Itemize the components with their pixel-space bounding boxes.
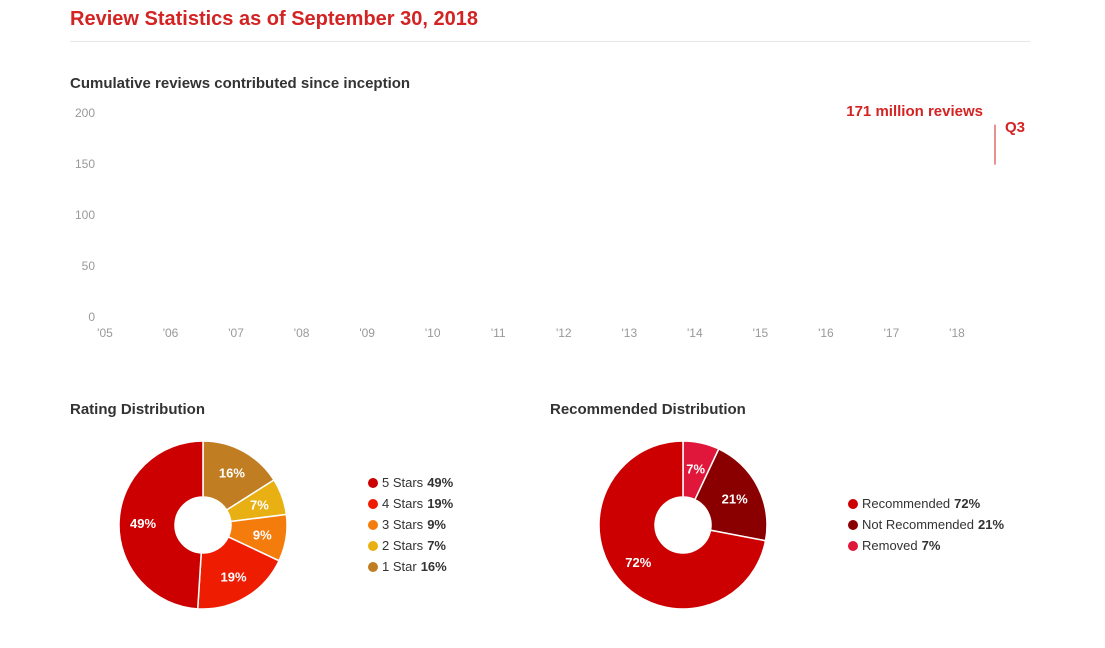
pie-slice-not-recommended xyxy=(693,447,768,542)
legend-value: 7% xyxy=(427,538,446,553)
legend-label: Removed xyxy=(862,538,918,553)
legend-item: 2 Stars 7% xyxy=(368,535,453,556)
slice-value-label: 7% xyxy=(686,461,705,476)
legend-value: 9% xyxy=(427,517,446,532)
legend-item: 3 Stars 9% xyxy=(368,514,453,535)
slice-value-label: 21% xyxy=(722,492,748,507)
legend-color-dot xyxy=(368,520,378,530)
legend-color-dot xyxy=(848,499,858,509)
legend-color-dot xyxy=(368,562,378,572)
recommended-distribution-title: Recommended Distribution xyxy=(550,401,746,418)
legend-color-dot xyxy=(368,499,378,509)
rating-distribution-title: Rating Distribution xyxy=(70,401,205,418)
legend-label: 5 Stars xyxy=(382,475,424,490)
legend-color-dot xyxy=(848,520,858,530)
slice-value-label: 49% xyxy=(130,516,156,531)
page-title: Review Statistics as of September 30, 20… xyxy=(70,8,478,30)
x-tick-label: '05 xyxy=(97,326,113,340)
legend-item: 1 Star 16% xyxy=(368,556,453,577)
x-tick-label: '13 xyxy=(621,326,637,340)
cumulative-reviews-chart: 0 50 100 150 200 '05 '06 '07 '08 '09 '10 '11 '12 '13 '… xyxy=(75,103,1025,340)
legend-label: 4 Stars xyxy=(382,496,424,511)
legend-value: 49% xyxy=(427,475,454,490)
slice-value-label: 19% xyxy=(221,570,247,585)
x-tick-label: '14 xyxy=(687,326,703,340)
x-tick-label: '17 xyxy=(884,326,900,340)
legend-item: 5 Stars 49% xyxy=(368,472,453,493)
x-tick-label: '08 xyxy=(294,326,310,340)
legend-value: 19% xyxy=(427,496,454,511)
x-tick-label: '15 xyxy=(753,326,769,340)
legend-value: 7% xyxy=(921,538,941,553)
y-tick-label: 50 xyxy=(82,259,96,273)
legend-label: 2 Stars xyxy=(382,538,424,553)
y-tick-label: 150 xyxy=(75,157,95,171)
line-chart-title: Cumulative reviews contributed since inc… xyxy=(70,75,411,92)
y-tick-label: 200 xyxy=(75,106,95,120)
pie-slice-1-star xyxy=(202,440,275,512)
x-tick-label: '10 xyxy=(425,326,441,340)
slice-value-label: 16% xyxy=(219,465,245,480)
rating-distribution-donut: 16% 7% 9% 19% 49% xyxy=(118,440,288,610)
legend-value: 72% xyxy=(954,496,981,511)
annotation-period: Q3 xyxy=(1005,119,1025,136)
x-tick-label: '12 xyxy=(556,326,572,340)
rating-legend: 5 Stars 49% 4 Stars 19% 3 Stars 9% 2 Stars 7% 1 … xyxy=(368,472,453,577)
legend-label: Not Recommended xyxy=(862,517,974,532)
legend-value: 21% xyxy=(978,517,1005,532)
slice-value-label: 72% xyxy=(625,555,651,570)
x-tick-label: '07 xyxy=(228,326,244,340)
x-tick-label: '06 xyxy=(163,326,179,340)
x-tick-label: '09 xyxy=(359,326,375,340)
legend-item: Not Recommended 21% xyxy=(848,514,1004,535)
x-tick-label: '11 xyxy=(491,326,506,340)
legend-label: 1 Star xyxy=(382,559,417,574)
pie-slice-recommended xyxy=(598,440,767,610)
legend-item: 4 Stars 19% xyxy=(368,493,453,514)
recommended-legend: Recommended 72% Not Recommended 21% Removed 7… xyxy=(848,493,1004,556)
slice-value-label: 7% xyxy=(250,498,269,513)
legend-item: Recommended 72% xyxy=(848,493,1004,514)
x-tick-label: '18 xyxy=(949,326,965,340)
legend-color-dot xyxy=(368,541,378,551)
pie-slice-5-stars xyxy=(118,440,204,610)
legend-color-dot xyxy=(368,478,378,488)
title-divider xyxy=(70,41,1030,42)
legend-label: Recommended xyxy=(862,496,951,511)
y-tick-label: 100 xyxy=(75,208,95,222)
legend-value: 16% xyxy=(420,559,447,574)
legend-label: 3 Stars xyxy=(382,517,424,532)
pie-slice-4-stars xyxy=(196,535,281,610)
annotation-total: 171 million reviews xyxy=(846,103,983,120)
legend-item: Removed 7% xyxy=(848,535,1004,556)
y-tick-label: 0 xyxy=(88,310,95,324)
slice-value-label: 9% xyxy=(253,527,272,542)
legend-color-dot xyxy=(848,541,858,551)
x-tick-label: '16 xyxy=(818,326,834,340)
